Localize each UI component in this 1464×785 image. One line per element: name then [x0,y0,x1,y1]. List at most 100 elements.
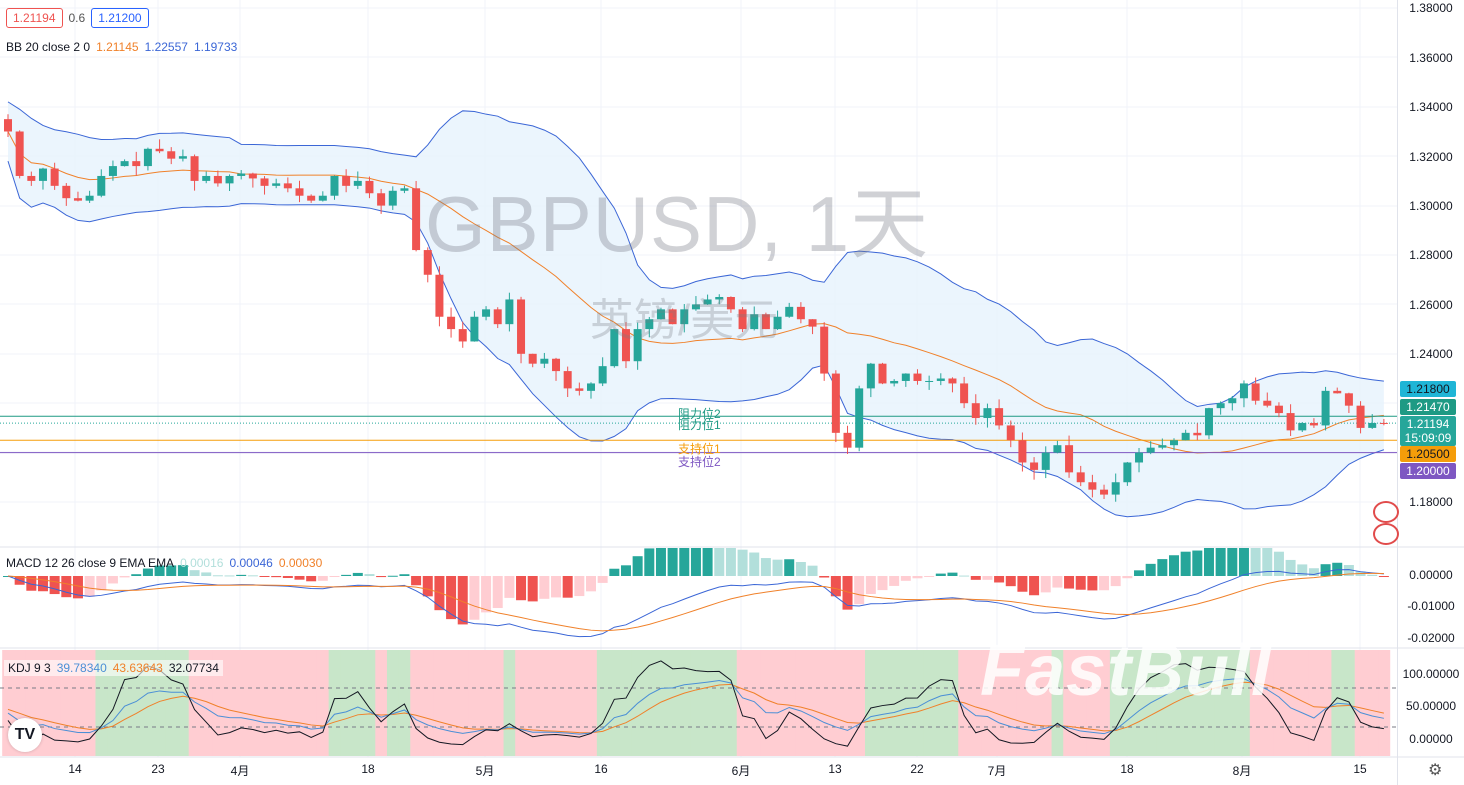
price-tick: 1.26000 [1409,298,1453,312]
candle-body [633,329,642,362]
support1-label: 支持位1 [678,442,721,456]
macd-histogram-bar [935,573,946,576]
macd-legend[interactable]: MACD 12 26 close 9 EMA EMA 0.00016 0.000… [6,556,322,570]
macd-signal-value: 0.00030 [278,556,323,570]
candle-body [447,316,456,330]
spread: 0.6 [68,11,86,25]
bb-upper-tag: 1.21800 [1400,381,1456,397]
macd-histogram-bar [865,576,876,595]
uk-flag-icon[interactable] [1373,501,1399,523]
tradingview-logo[interactable]: TV [8,718,42,752]
candle-body [1030,462,1039,470]
kdj-trend-band [188,650,201,756]
kdj-trend-band [1214,650,1227,756]
candle-body [610,329,619,367]
candle-body [62,185,71,199]
us-flag-icon[interactable] [1373,523,1399,545]
candle-body [1053,445,1062,453]
kdj-trend-band [841,650,854,756]
kdj-trend-band [1133,650,1146,756]
kdj-trend-band [305,650,318,756]
macd-histogram-bar [49,576,60,595]
kdj-trend-band [795,650,808,756]
candle-body [342,175,351,186]
macd-histogram-bar [212,575,223,577]
macd-histogram-bar [900,576,911,581]
candle-body [365,180,374,194]
candle-body [866,363,875,389]
time-tick: 18 [361,762,375,776]
candle-body [143,148,152,167]
candles [4,114,1388,502]
macd-histogram-bar [1110,576,1121,587]
kdj-trend-band [1366,650,1379,756]
candle-body [1088,482,1097,490]
kdj-trend-band [282,650,295,756]
macd-histogram-bar [620,565,631,576]
kdj-trend-band [1378,650,1391,756]
kdj-trend-band [946,650,959,756]
time-tick: 13 [828,762,842,776]
kdj-trend-band [421,650,435,756]
bb-legend[interactable]: BB 20 close 2 0 1.21145 1.22557 1.19733 [6,40,237,54]
kdj-trend-band [1319,650,1332,756]
candle-body [353,180,362,186]
candle-body [890,380,899,384]
kdj-tick: 0.00000 [1409,732,1453,746]
candle-body [190,156,199,181]
kdj-trend-band [934,650,948,756]
kdj-trend-band [398,650,411,756]
candle-body [167,151,176,159]
macd-histogram-bar [644,548,655,576]
candle-body [73,198,82,201]
price-tick: 1.18000 [1409,495,1453,509]
candle-body [388,190,397,206]
macd-histogram-bar [749,552,760,576]
bb-lower-value: 1.19733 [193,40,238,54]
resistance2-label: 阻力位2 [678,407,721,421]
candle-body [1298,422,1307,431]
candle-body [1344,393,1353,406]
candle-body [1309,422,1318,426]
macd-histogram-bar [912,576,923,579]
time-tick: 5月 [475,764,495,778]
buy-price-button[interactable]: 1.21200 [91,8,149,28]
macd-histogram-bar [819,576,830,578]
price-tick: 1.32000 [1409,150,1453,164]
kdj-k-value: 39.78340 [56,661,107,675]
candle-body [1228,398,1237,404]
kdj-legend[interactable]: KDJ 9 3 39.78340 43.63643 32.07734 [4,660,223,676]
macd-histogram-bar [1029,576,1040,596]
candle-body [785,306,794,317]
candle-body [1041,452,1050,470]
macd-histogram-bar [142,568,153,576]
kdj-d-value: 43.63643 [112,661,163,675]
macd-histogram-bar [551,576,562,598]
macd-histogram-bar [61,576,72,598]
kdj-trend-band [690,650,703,756]
kdj-trend-band [503,650,516,756]
macd-histogram-bar [107,576,118,584]
macd-histogram-bar [1343,565,1354,576]
kdj-trend-band [981,650,994,756]
candle-body [1379,422,1388,424]
macd-histogram-bar [1134,570,1145,576]
candle-body [15,131,24,176]
kdj-trend-band [608,650,621,756]
candle-body [50,168,59,186]
macd-histogram-bar [306,576,317,582]
sell-price-button[interactable]: 1.21194 [6,8,63,28]
kdj-trend-band [165,650,178,756]
macd-histogram-bar [1087,576,1098,591]
candle-body [575,388,584,391]
settings-gear-icon[interactable]: ⚙ [1428,762,1443,779]
macd-value: 0.00046 [229,556,273,570]
candle-body [482,309,491,317]
macd-histogram-bar [26,576,37,591]
time-tick: 23 [151,762,165,776]
candle-body [703,299,712,305]
time-tick: 22 [910,762,924,776]
macd-histogram-bar [1180,551,1191,576]
candle-body [1356,405,1365,428]
